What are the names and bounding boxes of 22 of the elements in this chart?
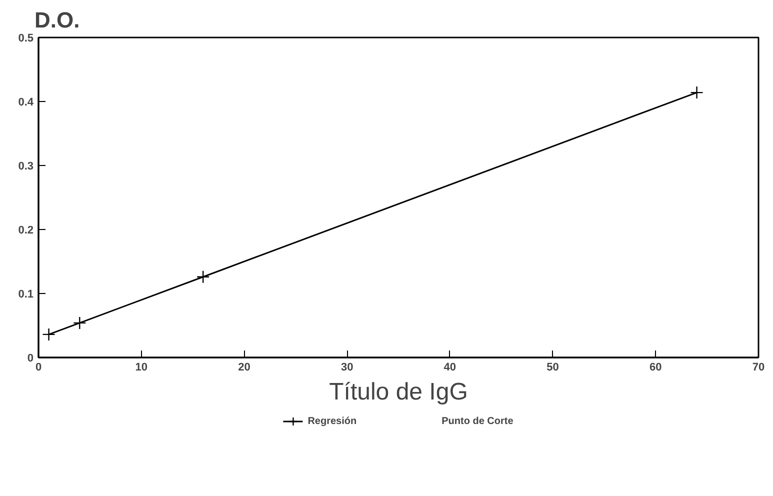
x-tick-label: 20 <box>238 362 250 374</box>
y-tick-label: 0.2 <box>18 224 34 236</box>
y-axis-title: D.O. <box>34 8 80 32</box>
legend-label: Regresión <box>308 416 357 426</box>
point <box>42 328 56 342</box>
point <box>73 316 86 330</box>
x-axis-title: Título de IgG <box>329 378 468 406</box>
x-tick-label: 40 <box>444 362 456 374</box>
point <box>690 86 704 100</box>
x-tick-label: 10 <box>135 362 148 374</box>
point <box>196 270 210 284</box>
x-tick-label: 50 <box>546 362 559 374</box>
y-tick-label: 0.4 <box>18 96 34 108</box>
x-tick-label: 70 <box>752 362 765 374</box>
y-tick-label: 0.3 <box>18 160 34 172</box>
x-tick-label: 0 <box>35 362 42 374</box>
y-tick-label: 0 <box>27 352 34 364</box>
y-tick-label: 0.5 <box>18 32 34 44</box>
x-tick-label: 30 <box>340 362 354 374</box>
x-tick-label: 60 <box>650 362 662 374</box>
y-tick-label: 0.1 <box>18 288 34 300</box>
text: Punto de Corte <box>442 416 514 426</box>
